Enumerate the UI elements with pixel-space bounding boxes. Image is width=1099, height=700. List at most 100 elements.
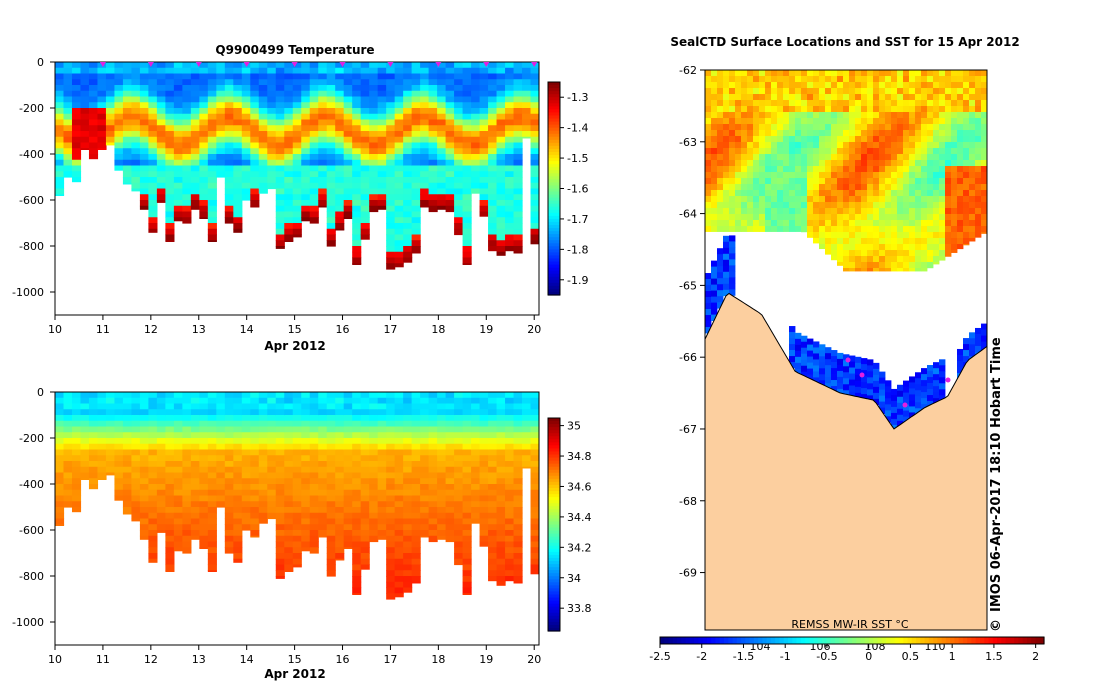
sst-cell — [939, 154, 946, 161]
salinity-cell — [386, 403, 396, 410]
salinity-cell — [505, 443, 515, 451]
salinity-cell — [318, 392, 328, 399]
salinity-cell — [352, 512, 362, 520]
salinity-cell — [182, 403, 192, 410]
salinity-cell — [462, 530, 472, 537]
sst-cell — [753, 94, 760, 101]
temperature-cell — [199, 67, 209, 75]
colorbar-segment — [548, 142, 560, 147]
salinity-cell — [292, 397, 302, 405]
sst-cell — [837, 364, 844, 372]
salinity-cell — [326, 501, 336, 508]
sst-cell — [729, 241, 736, 248]
salinity-cell — [513, 466, 523, 474]
x-tick-label: 15 — [288, 323, 302, 336]
sst-cell — [861, 112, 868, 119]
salinity-cell — [454, 443, 464, 451]
sst-cell — [879, 76, 886, 83]
salinity-cell — [411, 438, 421, 445]
temperature-cell — [369, 119, 379, 126]
temperature-cell — [394, 228, 404, 236]
temperature-cell — [131, 142, 141, 149]
salinity-cell — [496, 426, 506, 433]
salinity-cell — [505, 535, 515, 543]
sst-cell — [795, 142, 802, 149]
sst-cell — [717, 284, 724, 291]
temperature-cell — [131, 85, 141, 92]
salinity-cell — [462, 449, 472, 456]
temperature-cell — [241, 108, 251, 115]
sst-cell — [975, 82, 982, 89]
sst-cell — [903, 88, 910, 95]
sst-cell — [723, 241, 730, 249]
sst-cell — [843, 76, 850, 83]
temperature-cell — [394, 73, 404, 80]
salinity-cell — [420, 512, 430, 520]
salinity-cell — [496, 570, 506, 577]
sst-cell — [735, 160, 742, 167]
sst-cell — [753, 142, 760, 149]
temperature-cell — [80, 125, 90, 132]
salinity-cell — [479, 478, 489, 485]
sst-cell — [783, 142, 790, 149]
sst-cell — [903, 238, 910, 245]
temperature-cell — [530, 171, 539, 178]
salinity-cell — [216, 420, 226, 428]
sst-cell — [819, 196, 826, 203]
sst-cell — [891, 190, 898, 197]
sst-cell — [807, 208, 814, 215]
sst-cell — [939, 256, 946, 261]
sst-cell — [921, 268, 928, 272]
temperature-cell — [394, 102, 404, 109]
salinity-cell — [148, 495, 158, 502]
salinity-cell — [437, 443, 447, 451]
sst-cell — [777, 124, 784, 131]
sst-cell — [927, 256, 934, 263]
temperature-cell — [190, 159, 200, 167]
sst-cell — [747, 118, 754, 125]
salinity-cell — [403, 581, 413, 589]
sst-cell — [921, 172, 928, 179]
temperature-cell — [326, 85, 336, 92]
temperature-cell — [454, 113, 464, 121]
temperature-cell — [80, 62, 90, 69]
temperature-cell — [309, 142, 319, 149]
temperature-cell — [241, 90, 251, 98]
temperature-cell — [505, 136, 515, 144]
temperature-cell — [428, 188, 438, 195]
salinity-cell — [284, 432, 294, 439]
temperature-cell — [88, 96, 99, 103]
salinity-cell — [301, 455, 311, 462]
sst-cell — [867, 383, 874, 390]
salinity-cell — [352, 524, 362, 531]
sst-cell — [741, 196, 748, 203]
temperature-cell — [182, 217, 192, 224]
salinity-cell — [105, 455, 116, 462]
salinity-cell — [360, 426, 370, 433]
x-tick-label: 15 — [288, 653, 302, 666]
salinity-cell — [97, 461, 107, 468]
temperature-cell — [513, 211, 523, 218]
temperature-y-axis: 0-200-400-600-800-1000 — [12, 56, 55, 299]
sst-cell — [939, 82, 946, 89]
sst-cell — [843, 378, 850, 385]
temperature-cell — [88, 90, 99, 98]
temperature-cell — [284, 200, 294, 207]
salinity-cell — [182, 420, 192, 428]
salinity-cell — [394, 564, 404, 571]
salinity-cell — [505, 449, 515, 456]
sst-cell — [945, 184, 952, 191]
temperature-cell — [428, 148, 438, 155]
sst-cell — [711, 124, 718, 131]
temperature-cell — [105, 119, 116, 126]
temperature-cell — [522, 102, 532, 109]
sst-cell — [843, 268, 850, 272]
temperature-cell — [250, 142, 260, 149]
temperature-cell — [190, 205, 200, 210]
temperature-cell — [114, 102, 124, 109]
sst-cell — [843, 384, 850, 391]
sst-cell — [861, 160, 868, 167]
salinity-cell — [207, 518, 217, 525]
sst-cell — [819, 202, 826, 209]
sst-cell — [711, 220, 718, 227]
